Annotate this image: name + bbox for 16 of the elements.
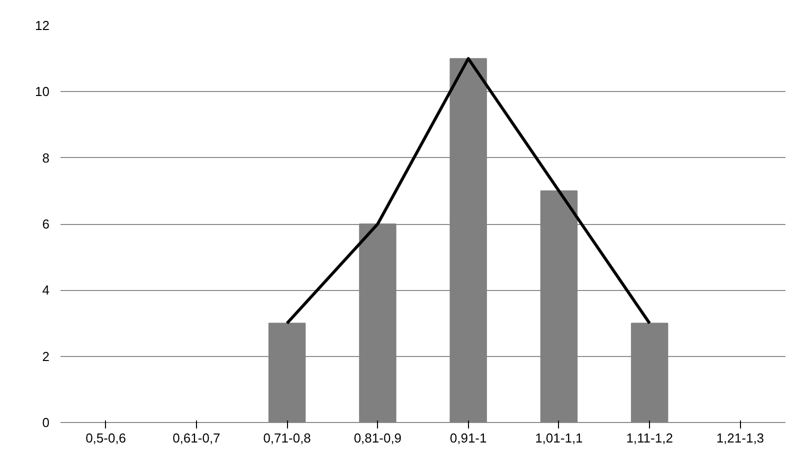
y-tick-label: 12: [35, 18, 50, 33]
y-tick-label: 0: [42, 415, 50, 430]
y-tick-label: 10: [35, 84, 50, 100]
x-tick-label: 1,11-1,2: [626, 430, 673, 446]
y-tick-label: 6: [42, 216, 50, 232]
x-tick-label: 0,71-0,8: [263, 430, 311, 446]
y-tick-label: 8: [42, 150, 50, 166]
y-tick-label: 2: [42, 348, 50, 364]
x-tick-label: 0,91-1: [450, 430, 487, 446]
x-tick-label: 1,21-1,3: [716, 430, 764, 446]
line-series: [286, 57, 652, 325]
x-tick-label: 1,01-1,1: [535, 430, 583, 446]
x-tick-label: 0,5-0,6: [86, 430, 126, 446]
x-tick-label: 0,81-0,9: [354, 430, 402, 446]
y-tick-label: 4: [42, 282, 50, 298]
x-tick-label: 0,61-0,7: [172, 430, 220, 446]
